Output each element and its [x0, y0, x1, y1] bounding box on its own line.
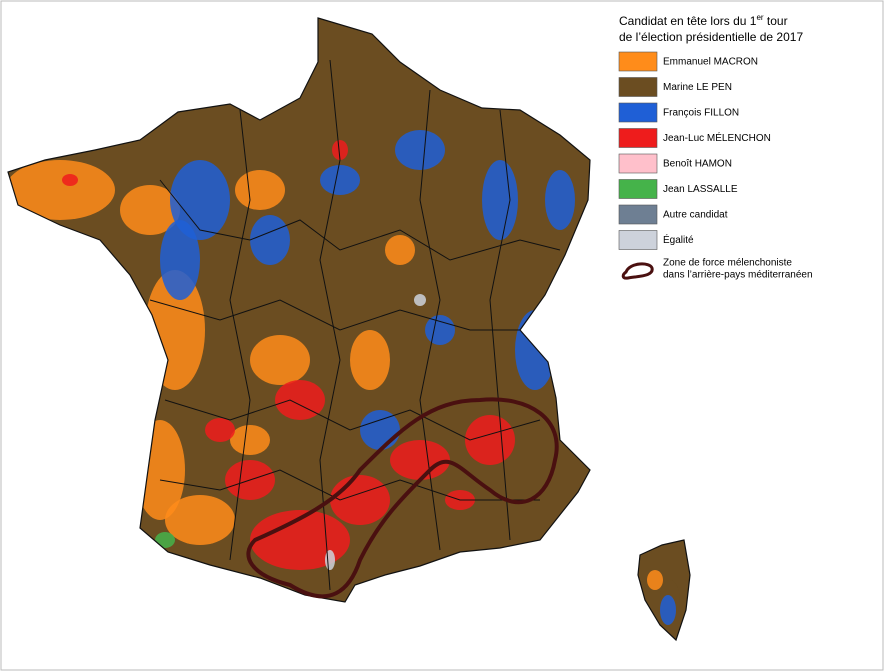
vote-patch — [320, 165, 360, 195]
title-sup: er — [756, 13, 763, 22]
legend-label: Emmanuel MACRON — [663, 57, 758, 68]
vote-patch — [515, 310, 555, 390]
legend-swatch — [618, 230, 658, 250]
vote-patch — [332, 140, 348, 160]
legend-swatch — [618, 51, 658, 72]
legend-swatch — [618, 128, 658, 148]
zone-label: Zone de force mélenchoniste — [663, 258, 792, 269]
legend-label: Jean LASSALLE — [663, 184, 738, 195]
melenchon-zone — [246, 397, 559, 599]
legend-label: Benoît HAMON — [663, 159, 732, 170]
legend-swatch — [618, 204, 658, 225]
vote-patch — [425, 315, 455, 345]
legend-label: Égalité — [663, 233, 694, 246]
legend-swatch — [618, 102, 658, 123]
title-text: tour — [764, 14, 788, 28]
vote-patch — [482, 160, 518, 240]
vote-patch — [235, 170, 285, 210]
vote-patch — [325, 550, 335, 570]
vote-patch — [120, 185, 180, 235]
legend-label: Autre candidat — [663, 210, 728, 221]
vote-patch — [545, 170, 575, 230]
legend-title: Candidat en tête lors du 1er tour — [619, 13, 788, 28]
vote-patch — [165, 495, 235, 545]
vote-patch — [170, 160, 230, 240]
vote-patch — [8, 160, 115, 220]
vote-patch — [275, 380, 325, 420]
department-borders — [149, 59, 561, 591]
vote-patch — [62, 174, 78, 186]
zone-label: dans l’arrière-pays méditerranéen — [663, 270, 813, 281]
legend-title: de l’élection présidentielle de 2017 — [619, 30, 803, 44]
vote-patch — [390, 440, 450, 480]
vote-patch — [414, 294, 426, 306]
legend-swatch — [618, 77, 658, 97]
vote-patch — [647, 570, 663, 590]
legend-label: Jean-Luc MÉLENCHON — [663, 131, 771, 144]
title-text: Candidat en tête lors du 1 — [619, 14, 757, 28]
vote-patch — [155, 532, 175, 548]
vote-patch — [360, 410, 400, 450]
legend-swatch — [618, 153, 658, 174]
zone-icon — [621, 262, 654, 280]
vote-patch — [250, 335, 310, 385]
vote-patch — [385, 235, 415, 265]
legend-swatch — [618, 179, 658, 199]
vote-patch — [395, 130, 445, 170]
vote-patch — [230, 425, 270, 455]
vote-patch — [660, 595, 676, 625]
legend-label: François FILLON — [663, 108, 739, 119]
legend: Candidat en tête lors du 1er tour de l’é… — [618, 13, 803, 250]
france-map — [8, 18, 690, 640]
vote-patch — [465, 415, 515, 465]
vote-patch — [350, 330, 390, 390]
vote-patch — [160, 220, 200, 300]
legend-label: Marine LE PEN — [663, 82, 732, 93]
vote-patch — [205, 418, 235, 442]
vote-patch — [250, 215, 290, 265]
